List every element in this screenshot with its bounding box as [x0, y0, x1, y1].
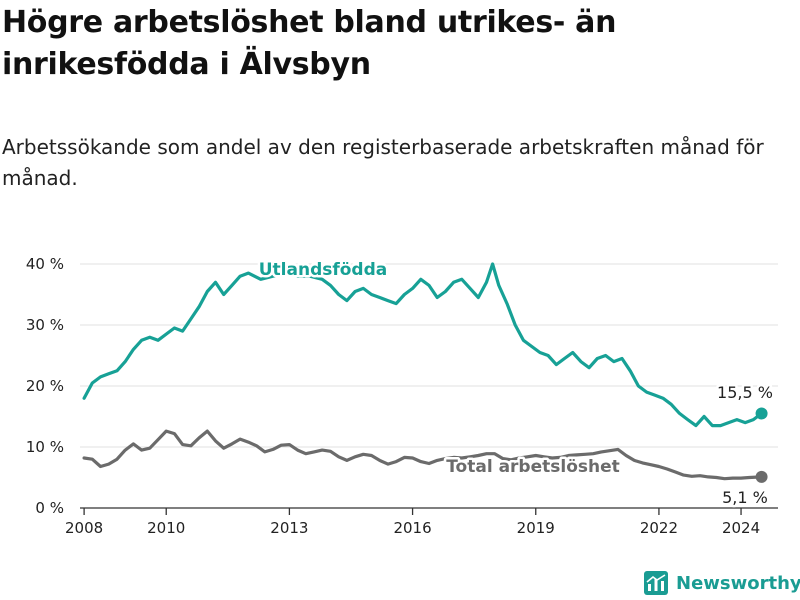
y-tick-label: 40 %: [26, 255, 64, 273]
brand-name: Newsworthy: [676, 572, 800, 594]
x-tick-label: 2008: [65, 519, 103, 537]
newsworthy-logo-icon: [644, 571, 668, 595]
x-tick-label: 2013: [270, 519, 308, 537]
grid: [80, 263, 778, 448]
page-title: Högre arbetslöshet bland utrikes- än inr…: [2, 5, 617, 82]
y-tick-label: 10 %: [26, 438, 64, 456]
series-label-halo: Utlandsfödda: [259, 260, 388, 280]
series-end-point: [755, 407, 768, 420]
y-tick-label: 30 %: [26, 316, 64, 334]
x-tick-label: 2016: [393, 519, 431, 537]
end-value-label: 15,5 %: [717, 383, 773, 402]
end-value-label: 5,1 %: [722, 488, 768, 507]
x-tick-label: 2019: [517, 519, 555, 537]
axes: 0 % 10 % 20 % 30 % 40 % 2008 2010 2013 2016 2019 2…: [26, 255, 778, 537]
end-value-label-halo: 5,1 %: [722, 488, 768, 507]
y-tick-label: 0 %: [35, 499, 64, 517]
series-end-point: [755, 470, 768, 483]
chart-subtitle: Arbetssökande som andel av den registerb…: [2, 135, 764, 190]
y-tick-label: 20 %: [26, 377, 64, 395]
series-line: [82, 262, 764, 428]
series-label-halo: Total arbetslöshet: [446, 457, 620, 477]
x-tick-label: 2024: [722, 519, 760, 537]
brand-logo[interactable]: Newsworthy: [644, 570, 800, 596]
series-label: Utlandsfödda: [259, 260, 388, 280]
series-line: [82, 429, 764, 481]
x-tick-label: 2010: [147, 519, 185, 537]
series-label: Total arbetslöshet: [446, 457, 620, 477]
x-tick-label: 2022: [640, 519, 678, 537]
end-value-label-halo: 15,5 %: [717, 383, 773, 402]
series: [82, 262, 768, 483]
